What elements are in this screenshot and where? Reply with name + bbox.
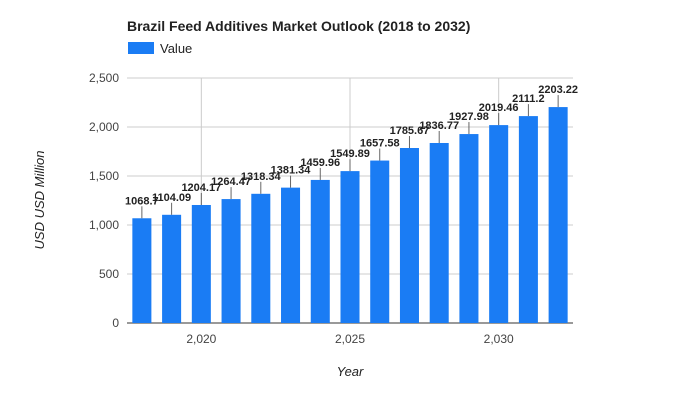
x-tick-label: 2,020 (186, 332, 216, 346)
bar[interactable] (459, 134, 479, 323)
x-axis-title: Year (337, 364, 364, 379)
bar[interactable] (132, 218, 152, 323)
data-label: 2019.46 (479, 102, 519, 114)
data-label: 1204.17 (181, 182, 221, 194)
bar[interactable] (162, 214, 182, 323)
bars (132, 107, 568, 323)
data-label: 1104.09 (152, 192, 191, 204)
data-label: 1264.47 (211, 176, 251, 188)
bar[interactable] (370, 160, 390, 323)
bar[interactable] (399, 148, 419, 323)
data-label: 1318.34 (241, 171, 282, 183)
x-axis: 2,020 2,025 2,030 (127, 322, 573, 346)
y-tick-label: 1,000 (89, 218, 119, 232)
chart-title: Brazil Feed Additives Market Outlook (20… (127, 18, 470, 34)
data-label: 1381.34 (271, 165, 312, 177)
data-label: 1785.67 (390, 125, 430, 137)
data-label: 2203.22 (538, 84, 578, 96)
bar[interactable] (281, 187, 301, 323)
bar[interactable] (548, 107, 568, 323)
bar[interactable] (518, 116, 538, 323)
legend-swatch (128, 42, 154, 54)
x-tick-label: 2,030 (484, 332, 514, 346)
data-label: 1927.98 (449, 111, 489, 123)
data-labels: 1068.71104.091204.171264.471318.341381.3… (125, 84, 578, 219)
bar[interactable] (221, 199, 241, 323)
bar[interactable] (489, 125, 509, 323)
y-axis-title: USD USD Million (32, 151, 47, 250)
data-label: 1549.89 (330, 148, 370, 160)
y-tick-label: 2,500 (89, 71, 119, 85)
data-label: 1836.77 (419, 120, 459, 132)
y-tick-label: 500 (99, 267, 119, 281)
data-label: 1068.7 (125, 195, 159, 207)
bar[interactable] (251, 193, 271, 323)
y-tick-label: 1,500 (89, 169, 119, 183)
bar[interactable] (310, 179, 330, 323)
legend-label: Value (160, 41, 192, 56)
data-label: 2111.2 (512, 93, 544, 105)
data-label: 1657.58 (360, 138, 400, 150)
y-axis: 0 500 1,000 1,500 2,000 2,500 (89, 71, 119, 330)
bar[interactable] (429, 142, 449, 323)
data-label: 1459.96 (300, 157, 340, 169)
x-tick-label: 2,025 (335, 332, 365, 346)
bar[interactable] (191, 204, 211, 323)
bar[interactable] (340, 171, 360, 323)
legend[interactable]: Value (128, 41, 192, 56)
y-tick-label: 2,000 (89, 120, 119, 134)
y-tick-label: 0 (112, 316, 119, 330)
